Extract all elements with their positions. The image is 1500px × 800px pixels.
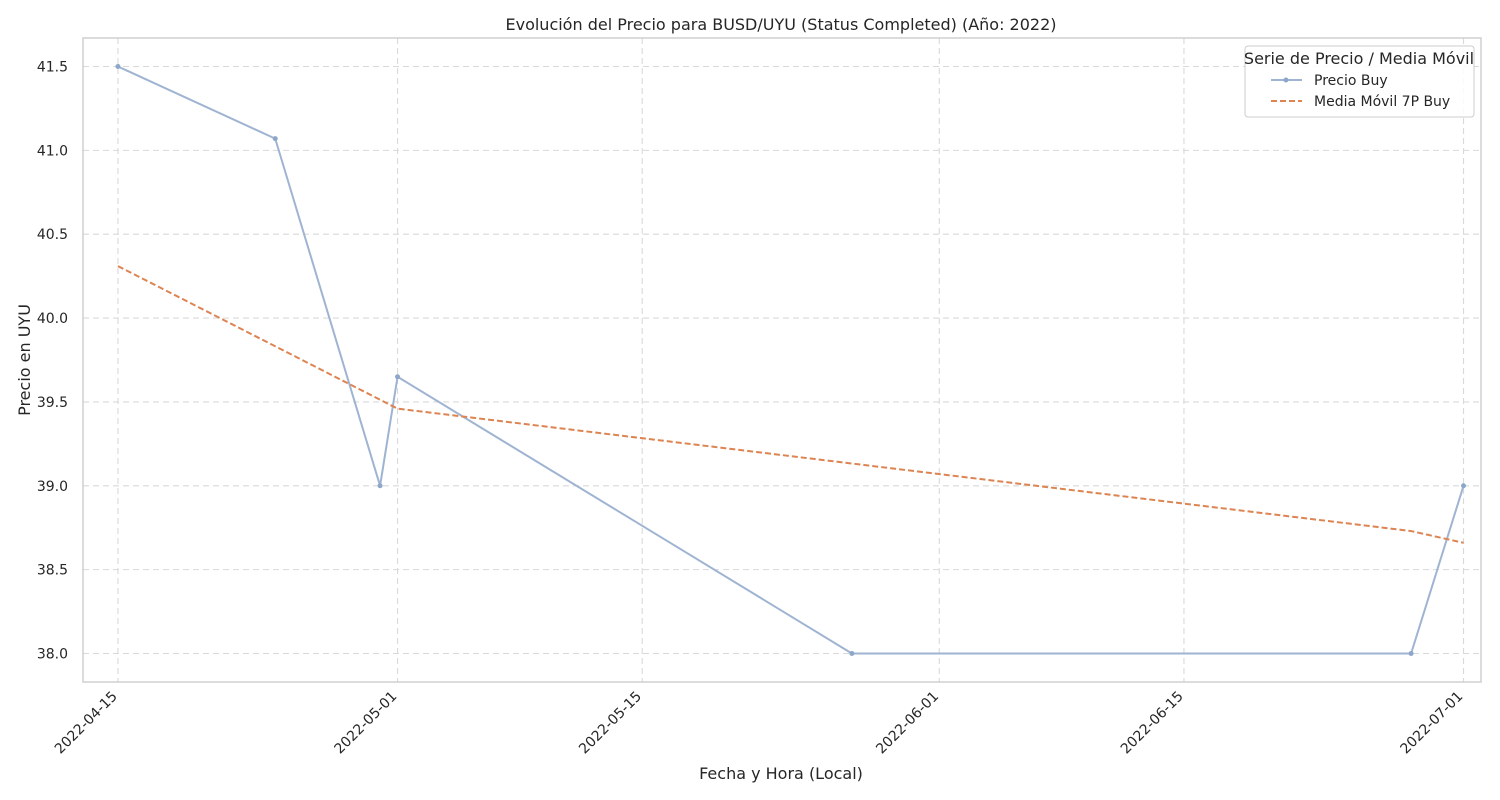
x-tick-label: 2022-06-01 xyxy=(873,689,942,758)
x-axis-ticks: 2022-04-15 2022-05-01 2022-05-15 2022-06-01… xyxy=(52,689,1466,758)
y-tick-label: 39.0 xyxy=(37,479,68,495)
x-axis-title: Fecha y Hora (Local) xyxy=(699,764,863,783)
legend: Serie de Precio / Media Móvil Precio Buy… xyxy=(1244,45,1475,118)
y-tick-label: 41.5 xyxy=(37,60,68,76)
x-tick-label: 2022-07-01 xyxy=(1397,689,1466,758)
legend-box xyxy=(1244,45,1475,118)
legend-label-precio-buy: Precio Buy xyxy=(1314,73,1388,89)
grid xyxy=(83,38,1481,682)
data-point xyxy=(272,136,278,142)
y-tick-label: 39.5 xyxy=(37,395,68,411)
y-axis-ticks: 38.0 38.5 39.0 39.5 40.0 40.5 41.0 41.5 xyxy=(37,60,68,663)
series-line-0 xyxy=(117,65,1465,655)
legend-label-media-movil: Media Móvil 7P Buy xyxy=(1314,94,1450,110)
data-point xyxy=(377,483,383,489)
y-tick-label: 40.0 xyxy=(37,311,68,327)
data-point xyxy=(115,64,121,70)
y-tick-label: 40.5 xyxy=(37,227,68,243)
plot-area-frame xyxy=(82,37,1482,683)
y-tick-label: 41.0 xyxy=(37,143,68,159)
x-tick-label: 2022-05-01 xyxy=(332,689,401,758)
chart-title: Evolución del Precio para BUSD/UYU (Stat… xyxy=(505,15,1056,34)
x-tick-label: 2022-05-15 xyxy=(576,689,645,758)
data-point xyxy=(395,374,401,380)
x-tick-label: 2022-06-15 xyxy=(1118,689,1187,758)
legend-title: Serie de Precio / Media Móvil xyxy=(1244,49,1474,68)
y-axis-title: Precio en UYU xyxy=(15,304,34,416)
data-point xyxy=(1408,650,1414,656)
legend-marker-precio-buy xyxy=(1283,77,1289,83)
data-point xyxy=(849,650,855,656)
series-layer xyxy=(115,64,1467,656)
y-tick-label: 38.5 xyxy=(37,563,68,579)
y-tick-label: 38.0 xyxy=(37,646,68,662)
series-line-1 xyxy=(117,265,1464,544)
x-tick-label: 2022-04-15 xyxy=(52,689,121,758)
data-point xyxy=(1461,483,1467,489)
